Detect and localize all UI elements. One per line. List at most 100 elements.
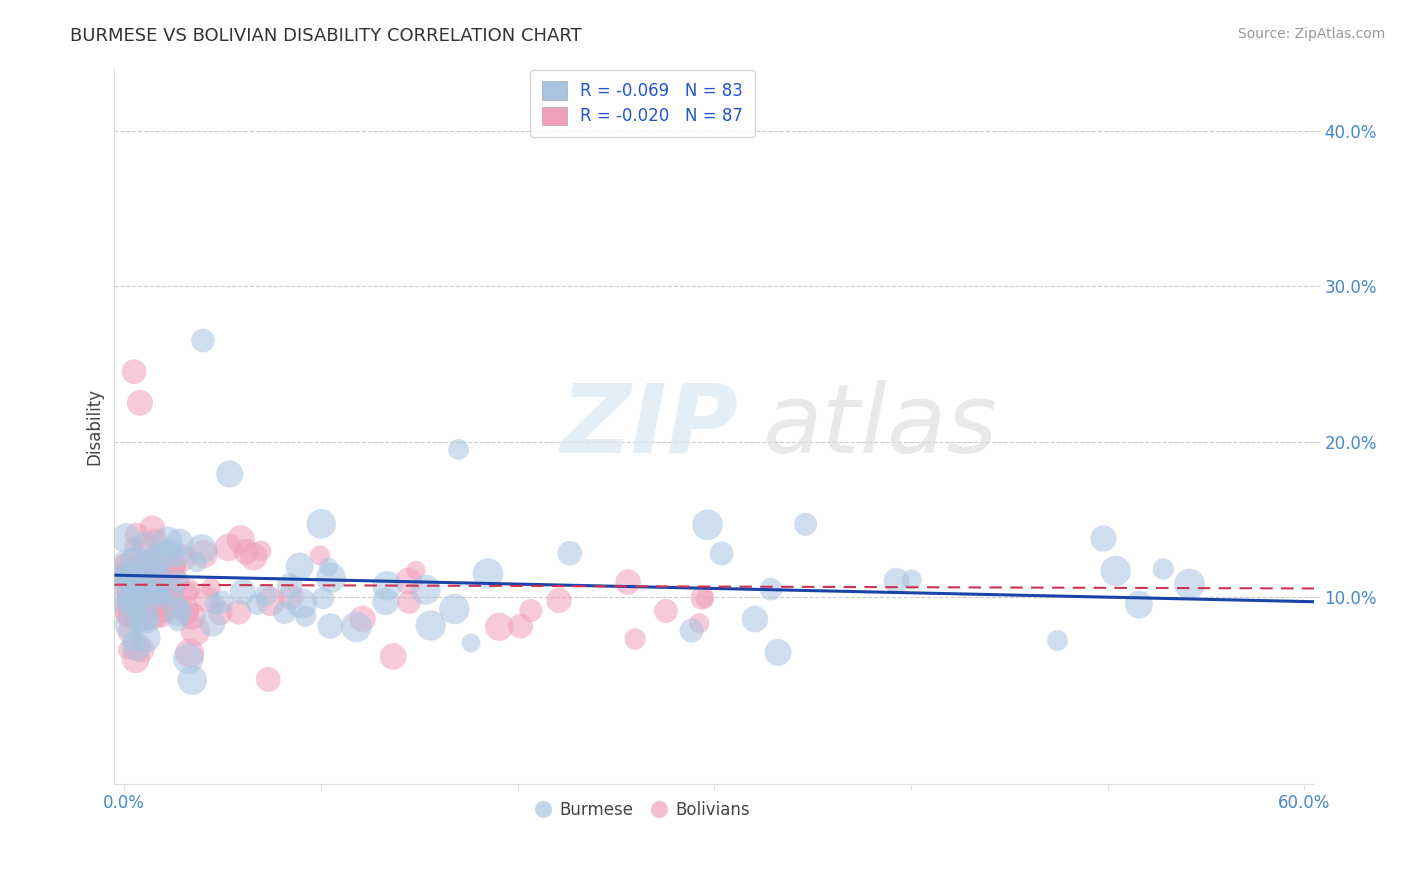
Point (415, 582, 437, 597)
Point (186, 555, 208, 569)
Point (217, 541, 239, 555)
Point (127, 569, 149, 583)
Point (166, 574, 188, 589)
Point (1046, 633, 1069, 648)
Point (150, 569, 173, 583)
Point (115, 559, 138, 574)
Point (131, 585, 153, 599)
Point (156, 562, 179, 576)
Point (125, 596, 148, 610)
Point (148, 598, 170, 612)
Point (156, 542, 179, 557)
Point (179, 646, 201, 660)
Point (229, 533, 252, 547)
Point (127, 614, 149, 628)
Point (900, 573, 922, 587)
Point (135, 539, 157, 553)
Text: ZIP: ZIP (561, 380, 738, 473)
Point (257, 673, 280, 687)
Point (129, 559, 152, 574)
Point (242, 549, 264, 564)
Point (131, 575, 153, 590)
Point (794, 517, 817, 532)
Point (191, 542, 214, 557)
Point (352, 612, 374, 626)
Point (118, 625, 141, 640)
Point (288, 559, 311, 574)
Point (121, 596, 143, 610)
Point (1092, 532, 1115, 546)
Point (375, 579, 398, 593)
Point (209, 606, 232, 620)
Point (122, 574, 145, 589)
Point (120, 592, 142, 607)
Point (312, 591, 335, 606)
Point (162, 597, 184, 611)
Point (254, 588, 277, 602)
Point (382, 649, 405, 664)
Point (167, 605, 190, 619)
Point (160, 558, 183, 573)
Point (374, 594, 396, 608)
Point (201, 616, 224, 631)
Point (141, 521, 163, 535)
Point (115, 558, 138, 572)
Point (129, 396, 152, 410)
Point (1178, 577, 1201, 591)
Point (115, 566, 138, 581)
Point (127, 566, 149, 580)
Point (204, 597, 226, 611)
Point (509, 619, 531, 633)
Point (759, 582, 782, 597)
Point (143, 587, 166, 601)
Point (170, 550, 193, 565)
Point (132, 601, 155, 615)
Point (318, 560, 340, 574)
Point (152, 600, 174, 615)
Point (115, 601, 138, 615)
Point (309, 549, 332, 563)
Point (115, 531, 138, 545)
Point (181, 673, 204, 688)
Point (246, 597, 269, 611)
Point (125, 640, 148, 654)
Point (143, 575, 166, 590)
Point (145, 532, 167, 546)
Point (127, 568, 149, 582)
Point (176, 584, 198, 599)
Point (117, 607, 139, 621)
Point (134, 582, 156, 596)
Point (181, 609, 204, 624)
Point (273, 606, 295, 620)
Point (1152, 562, 1174, 576)
Point (136, 554, 159, 568)
Point (145, 581, 167, 595)
Point (165, 558, 187, 572)
Point (211, 595, 233, 609)
Point (135, 631, 157, 645)
Point (200, 581, 222, 595)
Point (117, 599, 139, 614)
Point (167, 549, 190, 563)
Point (260, 594, 283, 608)
Point (117, 593, 139, 607)
Point (141, 566, 163, 580)
Point (135, 560, 157, 574)
Point (655, 604, 678, 618)
Point (520, 603, 543, 617)
Point (309, 516, 332, 531)
Point (228, 605, 250, 619)
Point (405, 563, 427, 577)
Point (280, 590, 302, 604)
Point (160, 563, 183, 577)
Point (117, 618, 139, 632)
Point (624, 632, 647, 646)
Point (125, 527, 148, 541)
Point (488, 620, 510, 634)
Point (398, 574, 420, 588)
Point (115, 579, 138, 593)
Point (690, 591, 713, 605)
Point (195, 592, 218, 607)
Point (124, 652, 146, 666)
Point (169, 600, 191, 615)
